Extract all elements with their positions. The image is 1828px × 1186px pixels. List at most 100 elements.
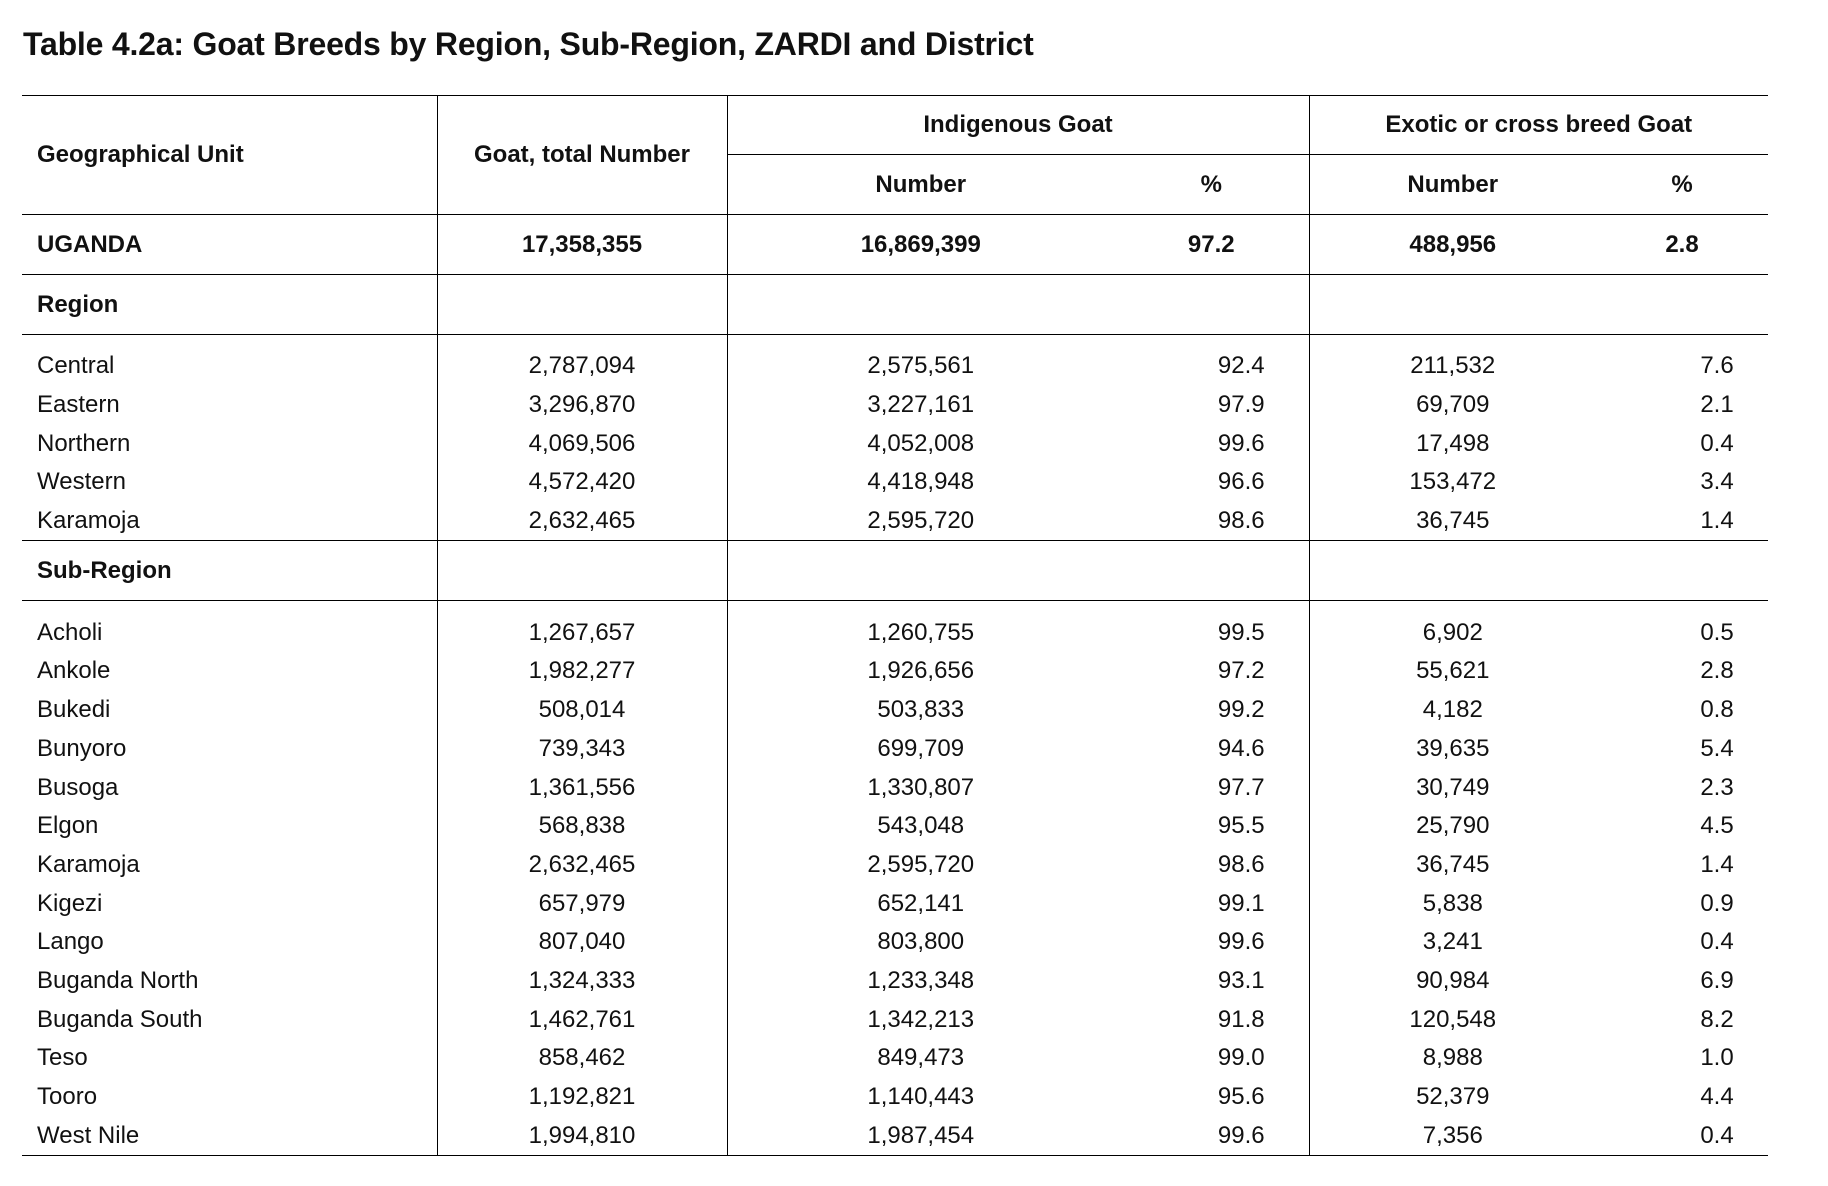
cell-indigenous-number: 1,330,807 (726, 768, 1114, 807)
row-name: Kigezi (37, 889, 103, 917)
header-exotic-number: Number (1308, 154, 1597, 215)
cell-exotic-percent: 4.5 (1700, 812, 1734, 840)
cell-indigenous-number: 543,048 (726, 806, 1114, 846)
cell-indigenous-percent: 99.6 (1217, 928, 1265, 956)
row-name: Western (37, 468, 126, 496)
table-row: Bunyoro 739,343 699,709 94.6 39,635 5.4 (22, 729, 1768, 769)
cell-exotic-percent: 0.4 (1596, 1116, 1769, 1157)
header-exotic-percent: % (1596, 154, 1769, 215)
cell-exotic-percent: 1.4 (1596, 501, 1769, 542)
cell-indigenous-percent: 98.6 (1114, 501, 1310, 542)
row-name: Central (37, 352, 115, 380)
cell-exotic-percent: 2.3 (1700, 773, 1734, 801)
cell-indigenous-percent: 92.4 (1217, 352, 1265, 380)
cell-exotic-number: 90,984 (1308, 961, 1597, 1001)
cell-goat-total: 807,040 (436, 922, 727, 962)
cell-exotic-percent: 0.5 (1700, 618, 1734, 646)
cell-indigenous-number: 2,595,720 (726, 501, 1114, 542)
total-indigenous-number: 16,869,399 (726, 214, 1114, 275)
cell-goat-total: 2,787,094 (436, 334, 727, 386)
table-row: Lango 807,040 803,800 99.6 3,241 0.4 (22, 922, 1768, 962)
cell-indigenous-percent: 95.6 (1217, 1083, 1265, 1111)
cell-exotic-number: 36,745 (1308, 845, 1597, 885)
row-name: Eastern (37, 391, 120, 419)
cell-indigenous-percent: 96.6 (1217, 468, 1265, 496)
table-body: UGANDA 17,358,355 16,869,399 97.2 488,95… (22, 214, 1769, 1157)
cell-goat-total: 1,267,657 (436, 600, 727, 653)
cell-goat-total: 3,296,870 (436, 385, 727, 425)
row-name: Busoga (37, 773, 119, 801)
cell-indigenous-percent: 99.0 (1217, 1044, 1265, 1072)
total-exotic-number: 488,956 (1308, 214, 1597, 275)
cell-indigenous-number: 652,141 (726, 884, 1114, 923)
cell-indigenous-number: 4,052,008 (726, 424, 1114, 464)
cell-exotic-number: 36,745 (1308, 501, 1597, 542)
cell-exotic-number: 52,379 (1308, 1077, 1597, 1117)
row-name: West Nile (22, 1116, 437, 1157)
row-name: Karamoja (22, 501, 437, 542)
section-empty-cell (436, 274, 727, 335)
header-indigenous-percent: % (1114, 154, 1310, 215)
cell-exotic-number: 6,902 (1308, 600, 1597, 653)
header-indigenous-number: Number (726, 154, 1114, 215)
section-empty-cell (726, 540, 1310, 602)
total-goat-total: 17,358,355 (436, 214, 727, 275)
cell-exotic-percent: 0.9 (1700, 889, 1734, 917)
table-row: Western 4,572,420 4,418,948 96.6 153,472 3.4 (22, 463, 1768, 502)
cell-exotic-percent: 3.4 (1700, 468, 1734, 496)
cell-exotic-number: 7,356 (1308, 1116, 1597, 1157)
cell-indigenous-number: 803,800 (726, 922, 1114, 962)
cell-goat-total: 1,994,810 (436, 1116, 727, 1157)
total-row: UGANDA 17,358,355 16,869,399 97.2 488,95… (22, 214, 1769, 275)
cell-indigenous-percent: 93.1 (1217, 966, 1265, 994)
cell-goat-total: 1,982,277 (436, 652, 727, 691)
table-row: Central 2,787,094 2,575,561 92.4 211,532 7.6 (22, 334, 1768, 386)
cell-exotic-percent: 0.8 (1700, 696, 1734, 724)
table-title: Table 4.2a: Goat Breeds by Region, Sub-R… (23, 26, 1034, 62)
cell-exotic-percent: 6.9 (1700, 966, 1734, 994)
section-empty-cell (1308, 540, 1769, 602)
cell-exotic-percent: 2.1 (1700, 391, 1734, 419)
table-row: Buganda North 1,324,333 1,233,348 93.1 90,98… (22, 961, 1768, 1001)
section-label: Region (22, 274, 437, 335)
section-header-row: Region (22, 274, 1769, 335)
cell-exotic-percent: 7.6 (1700, 352, 1734, 380)
cell-indigenous-percent: 97.2 (1217, 657, 1265, 685)
cell-indigenous-percent: 99.1 (1217, 889, 1265, 917)
table-row: Acholi 1,267,657 1,260,755 99.5 6,902 0.5 (22, 600, 1768, 653)
cell-indigenous-percent: 97.7 (1217, 773, 1265, 801)
table-row: Buganda South 1,462,761 1,342,213 91.8 120,5… (22, 1000, 1768, 1039)
cell-indigenous-number: 3,227,161 (726, 385, 1114, 425)
cell-exotic-percent: 5.4 (1700, 734, 1734, 762)
cell-indigenous-number: 849,473 (726, 1039, 1114, 1078)
row-name: Northern (37, 429, 131, 457)
total-name: UGANDA (22, 214, 437, 275)
cell-exotic-number: 39,635 (1308, 729, 1597, 769)
cell-exotic-percent: 2.8 (1700, 657, 1734, 685)
row-name: Ankole (37, 657, 111, 685)
cell-indigenous-number: 2,595,720 (726, 845, 1114, 885)
cell-indigenous-number: 1,140,443 (726, 1077, 1114, 1117)
cell-indigenous-number: 503,833 (726, 690, 1114, 730)
cell-goat-total: 4,069,506 (436, 424, 727, 464)
cell-exotic-percent: 0.4 (1700, 928, 1734, 956)
table-row: Teso 858,462 849,473 99.0 8,988 1.0 (22, 1039, 1768, 1078)
cell-indigenous-percent: 95.5 (1217, 812, 1265, 840)
cell-exotic-number: 25,790 (1308, 806, 1597, 846)
table-row: Northern 4,069,506 4,052,008 99.6 17,498 0.4 (22, 424, 1768, 464)
table-row: Elgon 568,838 543,048 95.5 25,790 4.5 (22, 806, 1768, 846)
cell-indigenous-number: 4,418,948 (726, 463, 1114, 502)
cell-goat-total: 2,632,465 (436, 501, 727, 542)
cell-indigenous-number: 1,987,454 (726, 1116, 1114, 1157)
section-empty-cell (726, 274, 1310, 335)
cell-indigenous-number: 1,342,213 (726, 1000, 1114, 1039)
cell-goat-total: 508,014 (436, 690, 727, 730)
row-name: Acholi (37, 618, 103, 646)
cell-goat-total: 568,838 (436, 806, 727, 846)
section-label: Sub-Region (22, 540, 437, 602)
row-name: Karamoja (37, 850, 140, 878)
cell-indigenous-percent: 99.6 (1114, 1116, 1310, 1157)
header-geographical-unit: Geographical Unit (22, 95, 437, 215)
cell-exotic-number: 120,548 (1308, 1000, 1597, 1039)
cell-indigenous-percent: 99.2 (1217, 696, 1265, 724)
